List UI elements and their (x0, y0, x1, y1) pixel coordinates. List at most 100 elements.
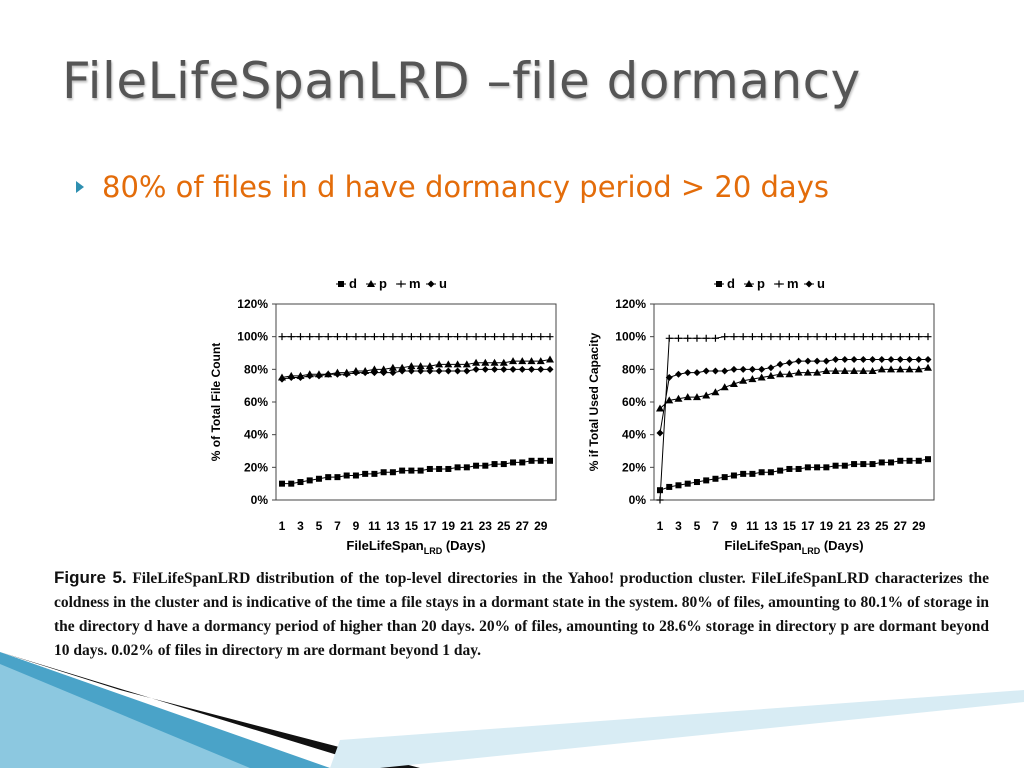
used-capacity-point-u (850, 356, 858, 364)
file-count-series-u (278, 365, 554, 383)
file-count-x-tick-label: 11 (368, 519, 381, 533)
used-capacity-point-p (766, 371, 775, 379)
file-count-point-p (435, 360, 444, 368)
used-capacity-x-tick-label: 3 (675, 519, 682, 533)
used-capacity-point-m (721, 333, 729, 341)
file-count-point-m (361, 333, 369, 341)
file-count-point-p (425, 362, 434, 370)
used-capacity-legend-marker-d (716, 281, 722, 287)
file-count-point-d (454, 464, 461, 471)
used-capacity-point-m (684, 334, 692, 342)
used-capacity-chart-svg: 0%20%40%60%80%100%120%1 3 5 7 9 11 13 15 17 19 21 2… (587, 276, 935, 556)
used-capacity-point-p (840, 366, 849, 374)
used-capacity-point-p (803, 368, 812, 376)
file-count-x-tick-label: 3 (297, 519, 304, 533)
used-capacity-point-u (813, 357, 821, 365)
file-count-legend-marker-d (338, 281, 344, 287)
used-capacity-point-m (887, 333, 895, 341)
used-capacity-point-p (887, 365, 896, 373)
used-capacity-point-d (888, 459, 895, 466)
file-count-point-d (315, 475, 322, 482)
file-count-point-m (546, 333, 554, 341)
file-count-point-m (407, 333, 415, 341)
file-count-point-u (435, 367, 443, 375)
file-count-y-tick-label: 120% (237, 297, 268, 311)
used-capacity-x-tick-label: 5 (694, 519, 701, 533)
file-count-x-tick-label: 1 (279, 519, 286, 533)
used-capacity-point-u (702, 367, 710, 375)
file-count-point-d (288, 480, 295, 487)
slide-title: FileLifeSpanLRD –file dormancy (62, 52, 861, 110)
used-capacity-x-axis-label-sub: LRD (802, 546, 821, 556)
file-count-point-m (518, 333, 526, 341)
used-capacity-point-d (749, 470, 756, 477)
file-count-point-d (473, 462, 480, 469)
file-count-point-d (463, 464, 470, 471)
file-count-point-u (481, 365, 489, 373)
file-count-x-axis-label-main: FileLifeSpan (346, 538, 423, 553)
used-capacity-legend-label-m: m (787, 276, 799, 291)
used-capacity-point-m (859, 333, 867, 341)
file-count-point-u (370, 369, 378, 377)
file-count-point-m (324, 333, 332, 341)
file-count-point-d (528, 457, 535, 464)
file-count-chart: 0% 20% 40% 60% 80% 100% 120% 1 3 5 7 9 11 13 15 17 19 21 2… (196, 266, 566, 565)
used-capacity-x-tick-label: 23 (857, 519, 871, 533)
file-count-point-p (416, 362, 425, 370)
bullet-point: 80% of files in d have dormancy period >… (76, 170, 829, 204)
used-capacity-point-p (683, 393, 692, 401)
file-count-point-p (509, 357, 518, 365)
used-capacity-point-d (740, 470, 747, 477)
file-count-legend-label-u: u (439, 276, 447, 291)
used-capacity-x-tick-label: 13 (764, 519, 778, 533)
bullet-arrow-icon (76, 181, 84, 193)
used-capacity-legend-marker-m (775, 280, 783, 288)
file-count-point-d (510, 459, 517, 466)
file-count-point-m (537, 333, 545, 341)
file-count-point-p (499, 358, 508, 366)
file-count-point-u (361, 369, 369, 377)
used-capacity-point-u (822, 357, 830, 365)
used-capacity-point-m (702, 334, 710, 342)
used-capacity-point-p (674, 394, 683, 402)
file-count-point-u (315, 372, 323, 380)
used-capacity-x-tick-label: 29 (912, 519, 926, 533)
used-capacity-series-m (656, 333, 932, 504)
used-capacity-point-p (665, 396, 674, 404)
file-count-point-d (482, 462, 489, 469)
used-capacity-point-u (841, 356, 849, 364)
used-capacity-point-u (924, 356, 932, 364)
file-count-point-d (306, 477, 313, 484)
used-capacity-point-p (914, 365, 923, 373)
file-count-series-d (279, 457, 553, 487)
used-capacity-point-m (841, 333, 849, 341)
used-capacity-x-tick-label: 27 (894, 519, 908, 533)
used-capacity-point-d (795, 465, 802, 472)
used-capacity-y-axis-label: % if Total Used Capacity (587, 332, 601, 471)
file-count-point-u (380, 369, 388, 377)
used-capacity-point-p (711, 388, 720, 396)
file-count-point-m (454, 333, 462, 341)
used-capacity-x-tick-label: 7 (712, 519, 719, 533)
used-capacity-point-d (925, 456, 931, 463)
file-count-chart-svg: 0%20%40%60%80%100%120%1 3 5 7 9 11 13 15 17 19 21 2… (209, 276, 557, 556)
file-count-point-u (500, 365, 508, 373)
file-count-point-d (371, 470, 378, 477)
file-count-point-d (352, 472, 359, 479)
used-capacity-point-m (878, 333, 886, 341)
used-capacity-point-d (832, 462, 839, 469)
file-count-x-tick-label: 7 (334, 519, 341, 533)
file-count-point-u (537, 365, 545, 373)
file-count-x-tick-label: 13 (386, 519, 400, 533)
file-count-point-u (444, 367, 452, 375)
file-count-legend-marker-p (367, 280, 375, 287)
used-capacity-point-p (720, 383, 729, 391)
used-capacity-point-p (739, 376, 748, 384)
used-capacity-point-m (665, 334, 673, 342)
used-capacity-point-d (823, 464, 830, 471)
used-capacity-point-d (767, 469, 774, 476)
used-capacity-point-u (748, 365, 756, 373)
used-capacity-point-u (878, 356, 886, 364)
file-count-y-axis-label: % of Total File Count (209, 343, 223, 461)
